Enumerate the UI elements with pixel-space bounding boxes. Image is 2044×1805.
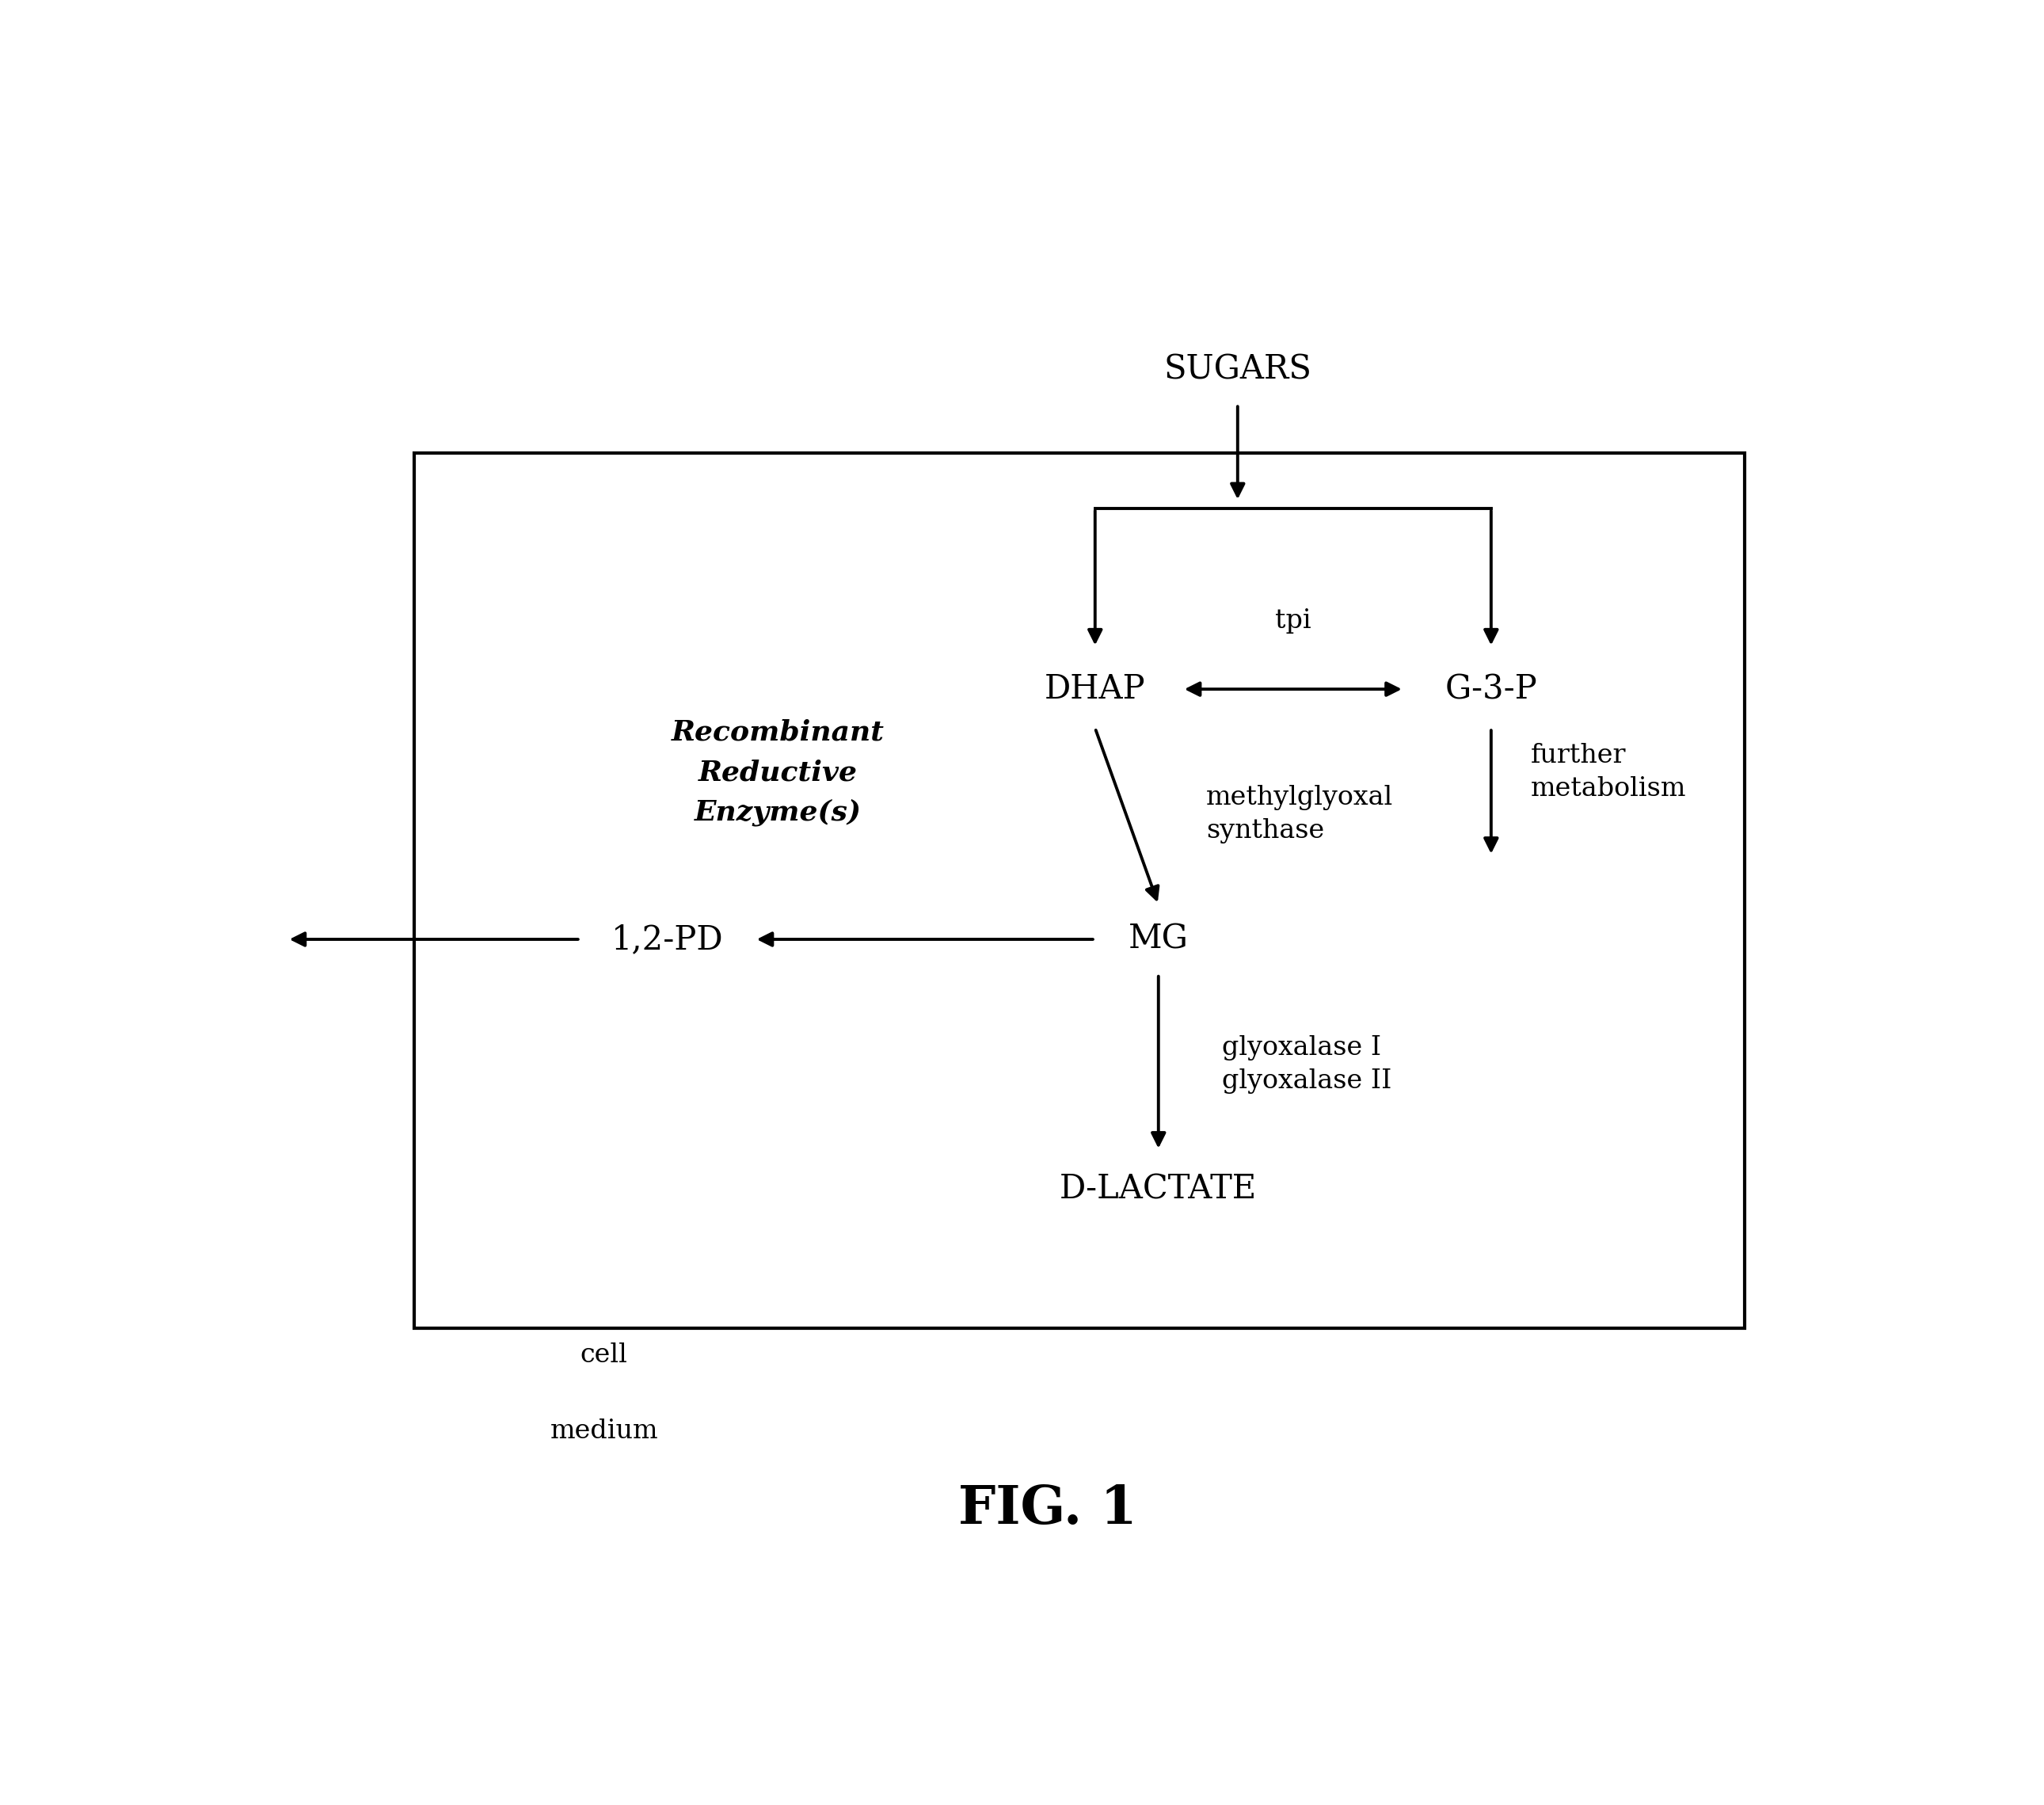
Text: 1,2-PD: 1,2-PD xyxy=(611,922,724,957)
Text: MG: MG xyxy=(1128,922,1188,957)
Text: tpi: tpi xyxy=(1275,608,1310,634)
Text: SUGARS: SUGARS xyxy=(1163,352,1312,386)
Text: glyoxalase I
glyoxalase II: glyoxalase I glyoxalase II xyxy=(1222,1034,1392,1094)
Text: further
metabolism: further metabolism xyxy=(1531,744,1686,801)
Text: D-LACTATE: D-LACTATE xyxy=(1059,1173,1257,1206)
Text: cell: cell xyxy=(580,1343,628,1368)
Text: FIG. 1: FIG. 1 xyxy=(959,1484,1136,1534)
Text: DHAP: DHAP xyxy=(1044,673,1145,706)
Text: Recombinant
Reductive
Enzyme(s): Recombinant Reductive Enzyme(s) xyxy=(672,718,885,827)
Text: medium: medium xyxy=(550,1419,658,1444)
Bar xyxy=(413,453,1746,1328)
Text: methylglyoxal
synthase: methylglyoxal synthase xyxy=(1206,785,1394,843)
Text: G-3-P: G-3-P xyxy=(1445,673,1537,706)
